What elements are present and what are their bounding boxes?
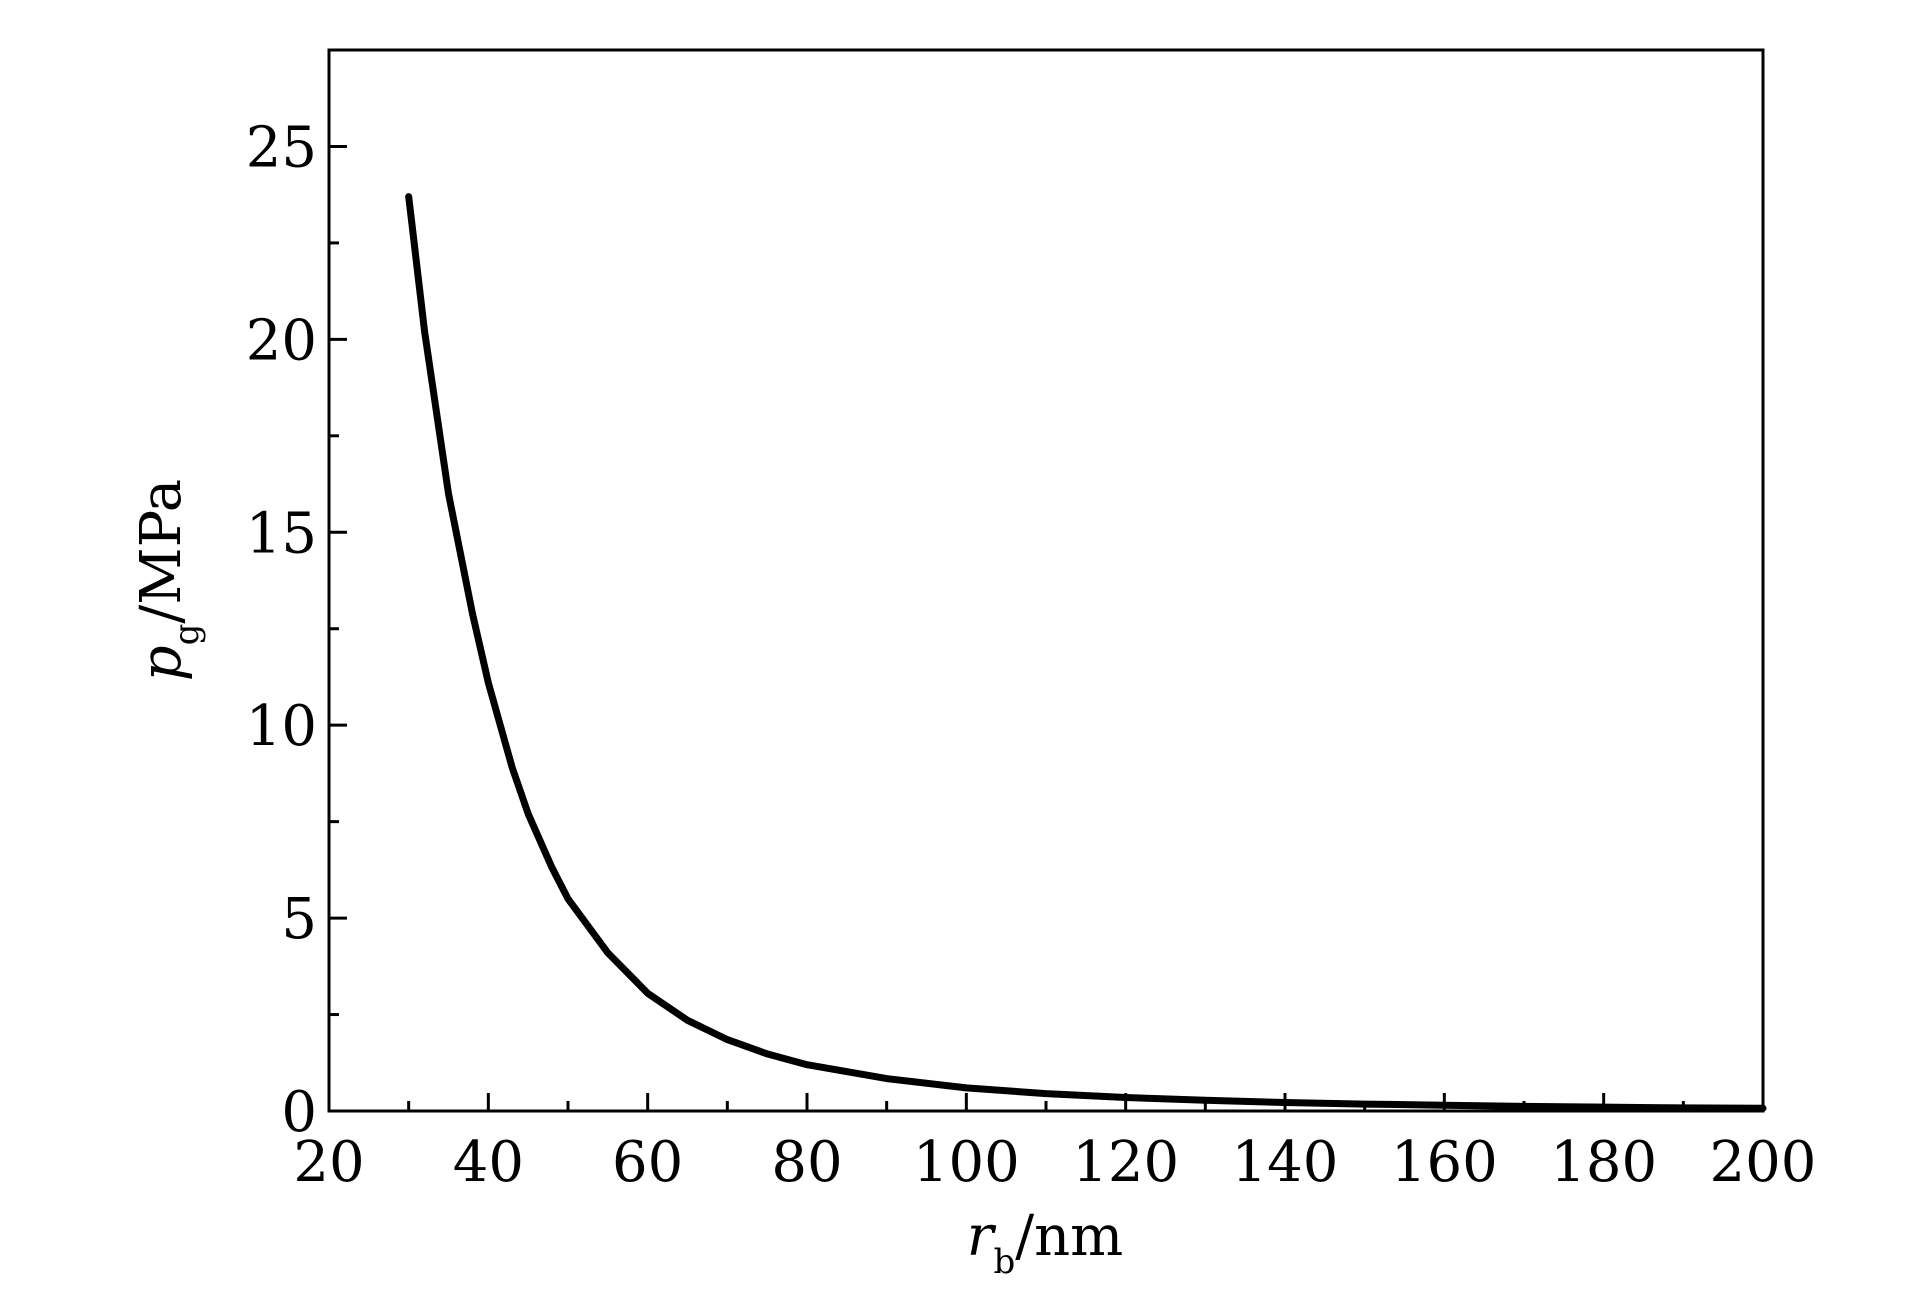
x-tick-label: 80 <box>771 1130 842 1195</box>
x-axis-label-subscript: b <box>993 1242 1015 1282</box>
y-axis-label: pg/MPa <box>129 479 207 681</box>
series-layer <box>405 193 1767 1112</box>
y-tick-label: 0 <box>281 1080 317 1145</box>
y-axis-label-subscript: g <box>167 624 207 646</box>
x-tick-label: 200 <box>1710 1130 1817 1195</box>
y-tick-label: 25 <box>246 115 317 180</box>
y-tick-label: 15 <box>246 501 317 566</box>
x-axis-label-symbol: r <box>967 1204 997 1269</box>
series-line <box>405 193 1767 1112</box>
y-axis-label-symbol: p <box>129 645 194 681</box>
x-tick-label: 180 <box>1550 1130 1657 1195</box>
y-tick-label: 20 <box>246 308 317 373</box>
x-tick-label: 120 <box>1072 1130 1179 1195</box>
x-axis-label: rb/nm <box>967 1204 1124 1282</box>
y-axis-label-unit: /MPa <box>129 479 194 624</box>
plot-frame <box>327 48 1765 1113</box>
x-tick-label: 100 <box>913 1130 1020 1195</box>
y-tick-label: 5 <box>281 887 317 952</box>
y-tick-label: 10 <box>246 694 317 759</box>
x-tick-label: 20 <box>293 1130 364 1195</box>
x-axis-label-unit: /nm <box>1015 1204 1123 1269</box>
plot-border <box>327 48 1765 1113</box>
x-tick-label: 160 <box>1391 1130 1498 1195</box>
y-axis-ticks: 0 5 10 15 20 25 <box>246 115 347 1145</box>
x-axis-ticks: 20 40 60 80 100 120 140 160 180 200 <box>293 1093 1816 1195</box>
x-tick-label: 40 <box>453 1130 524 1195</box>
x-tick-label: 140 <box>1232 1130 1339 1195</box>
x-tick-label: 60 <box>612 1130 683 1195</box>
